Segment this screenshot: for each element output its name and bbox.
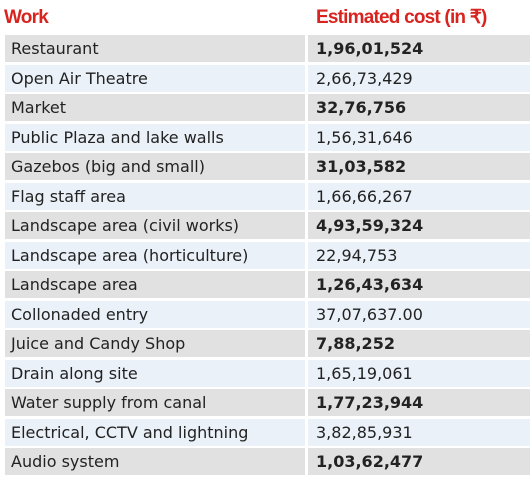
work-cell: Collonaded entry: [5, 300, 305, 328]
cost-cell: 2,66,73,429: [308, 64, 530, 92]
cost-cell: 4,93,59,324: [308, 212, 530, 239]
cost-cell: 1,65,19,061: [308, 359, 530, 387]
work-cell: Open Air Theatre: [5, 64, 305, 92]
cost-cell: 3,82,85,931: [308, 418, 530, 446]
cost-cell: 1,03,62,477: [308, 448, 530, 475]
work-cell: Market: [5, 94, 305, 121]
work-cell: Electrical, CCTV and lightning: [5, 418, 305, 446]
cost-cell: 1,66,66,267: [308, 182, 530, 210]
work-cell: Flag staff area: [5, 182, 305, 210]
header-cost: Estimated cost (in ₹): [316, 7, 487, 28]
work-cell: Public Plaza and lake walls: [5, 123, 305, 151]
work-cell: Drain along site: [5, 359, 305, 387]
cost-cell: 1,56,31,646: [308, 123, 530, 151]
header-work: Work: [4, 7, 49, 28]
cost-cell: 7,88,252: [308, 330, 530, 357]
work-cell: Landscape area: [5, 271, 305, 298]
cost-cell: 37,07,637.00: [308, 300, 530, 328]
cost-cell: 1,26,43,634: [308, 271, 530, 298]
work-cell: Landscape area (horticulture): [5, 241, 305, 269]
work-cell: Audio system: [5, 448, 305, 475]
cost-cell: 32,76,756: [308, 94, 530, 121]
work-cell: Landscape area (civil works): [5, 212, 305, 239]
cost-cell: 22,94,753: [308, 241, 530, 269]
work-cell: Gazebos (big and small): [5, 153, 305, 180]
work-cell: Restaurant: [5, 35, 305, 62]
cost-cell: 31,03,582: [308, 153, 530, 180]
work-cell: Juice and Candy Shop: [5, 330, 305, 357]
work-cell: Water supply from canal: [5, 389, 305, 416]
cost-cell: 1,96,01,524: [308, 35, 530, 62]
cost-cell: 1,77,23,944: [308, 389, 530, 416]
